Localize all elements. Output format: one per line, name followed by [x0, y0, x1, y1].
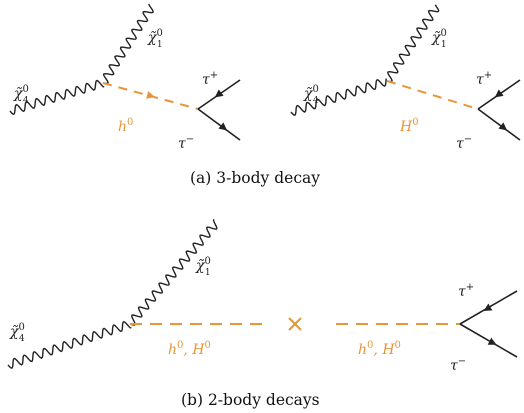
diagram-a-right: χ̃0 4 χ̃0 1 H0 τ+ τ−: [290, 4, 521, 152]
tau-minus-label: τ−: [450, 356, 466, 374]
tau-minus-label: τ−: [456, 134, 472, 152]
neutralino-line-incoming: [9, 79, 105, 115]
higgs-propagator-line: [102, 82, 199, 110]
tau-minus-line: [197, 108, 241, 141]
neutralino-4-label: χ̃0 4: [303, 84, 319, 106]
tau-plus-label: τ+: [202, 70, 218, 88]
neutralino-1-label: χ̃0 1: [195, 256, 211, 278]
higgs-h0-H0-label-right: h0, H0: [358, 340, 401, 358]
caption-a: (a) 3-body decay: [190, 169, 320, 187]
higgs-propagator-line: [386, 80, 479, 110]
neutralino-line-incoming: [290, 78, 387, 116]
neutralino-line-outgoing: [386, 4, 440, 83]
neutralino-line-outgoing: [102, 3, 154, 85]
mixing-cross-icon: [288, 317, 302, 331]
higgs-h0-H0-label-left: h0, H0: [168, 340, 211, 358]
diagram-b: χ̃0 4 χ̃0 1 h0, H0 h0, H0 τ+ τ−: [7, 219, 518, 374]
neutralino-line-incoming: [7, 320, 132, 369]
neutralino-line-outgoing: [129, 219, 218, 326]
tau-minus-line: [459, 323, 518, 358]
neutralino-4-label: χ̃0 4: [13, 84, 29, 106]
diagram-a-left: χ̃0 4 χ̃0 1 h0 τ+ τ−: [9, 3, 241, 152]
tau-minus-label: τ−: [178, 134, 194, 152]
higgs-H0-label: H0: [399, 117, 419, 135]
tau-plus-label: τ+: [476, 70, 492, 88]
neutralino-1-label: χ̃0 1: [147, 28, 163, 50]
tau-plus-label: τ+: [458, 282, 474, 300]
tau-minus-line: [477, 108, 521, 141]
tau-plus-line: [477, 79, 521, 110]
higgs-h0-label: h0: [118, 117, 133, 135]
neutralino-1-label: χ̃0 1: [431, 28, 447, 50]
caption-b: (b) 2-body decays: [181, 391, 320, 409]
tau-plus-line: [459, 290, 518, 325]
neutralino-4-label: χ̃0 4: [9, 322, 25, 344]
